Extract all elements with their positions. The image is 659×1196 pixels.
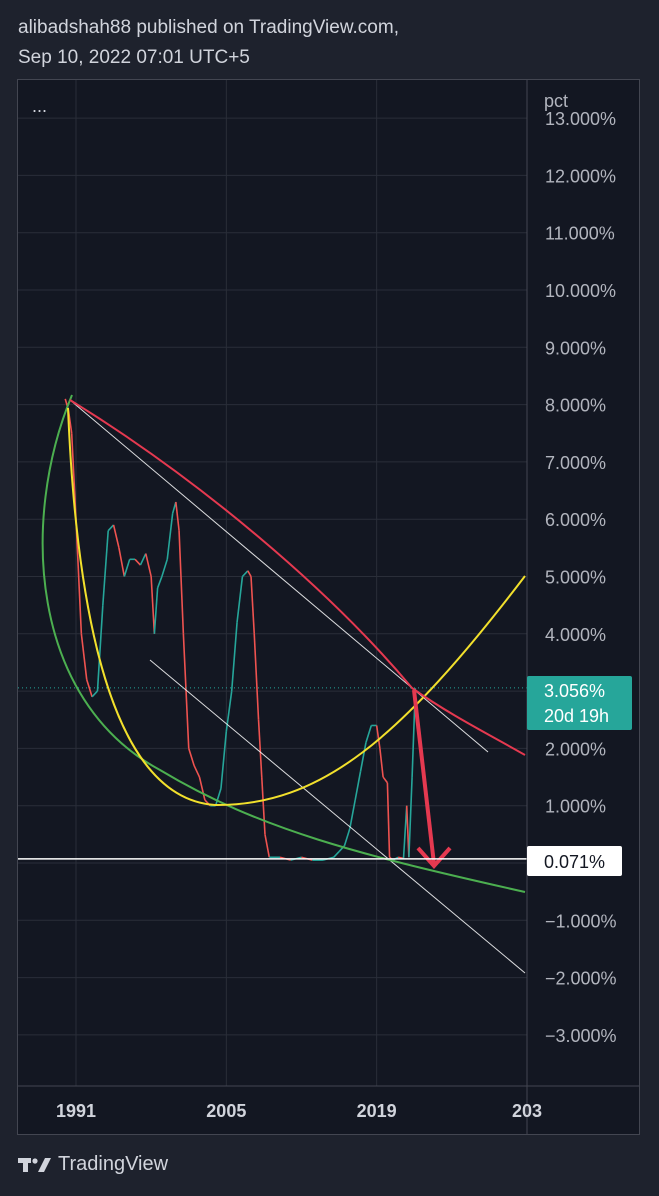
price-segment (80, 633, 88, 680)
price-tick-label: 1.000% (545, 797, 606, 817)
price-segment (230, 622, 238, 692)
price-segment (220, 731, 228, 789)
price-segment (145, 553, 152, 577)
price-unit-label: pct (544, 91, 568, 111)
price-segment (343, 828, 351, 847)
publisher-line: alibadshah88 published on TradingView.co… (18, 17, 399, 38)
time-tick-label: 1991 (56, 1101, 96, 1121)
price-tick-label: 7.000% (545, 453, 606, 473)
price-segment (365, 725, 373, 743)
price-segment (175, 501, 180, 531)
price-segment (236, 576, 244, 623)
price-segment (241, 570, 249, 578)
price-segment (402, 805, 408, 859)
price-segment (257, 719, 263, 778)
price-segment (153, 587, 159, 634)
white-trendline-lower (149, 659, 526, 974)
price-segment (134, 558, 142, 566)
time-axis: 1991 2005 2019 203 (56, 1101, 542, 1121)
price-tick-label: 2.000% (545, 739, 606, 759)
chart-frame[interactable] (17, 79, 640, 1135)
grid-lines (18, 80, 528, 1086)
price-tick-label: 10.000% (545, 281, 616, 301)
price-segment (193, 765, 201, 778)
price-axis: 13.000% 12.000% 11.000% 10.000% 9.000% 8.000%… (545, 109, 617, 1046)
last-value-badge: 3.056% 20d 19h (527, 676, 632, 730)
tradingview-logo-icon (18, 1157, 51, 1172)
publish-date: Sep 10, 2022 07:01 UTC+5 (18, 47, 250, 68)
price-tick-label: 12.000% (545, 166, 616, 186)
tradingview-brand[interactable]: TradingView (58, 1153, 169, 1175)
drawings (41, 394, 526, 974)
price-tick-label: −3.000% (545, 1026, 617, 1046)
time-tick-label: 203 (512, 1101, 542, 1121)
price-segment (91, 690, 99, 698)
price-segment (247, 570, 252, 577)
price-segment (349, 799, 356, 829)
hline-value-label: 0.071% (544, 852, 605, 872)
price-segment (250, 576, 256, 634)
red-resistance-curve (69, 399, 526, 756)
price-segment (96, 605, 104, 692)
price-segment (260, 777, 266, 835)
price-segment (156, 576, 163, 589)
time-tick-label: 2019 (357, 1101, 397, 1121)
price-segment (198, 776, 206, 801)
price-tick-label: 8.000% (545, 396, 606, 416)
price-segment (408, 777, 413, 858)
price-segment (107, 524, 115, 532)
price-segment (85, 679, 93, 698)
price-tick-label: 9.000% (545, 338, 606, 358)
price-segment (150, 576, 156, 634)
last-value-label: 3.056% (544, 681, 605, 701)
price-segment (264, 834, 271, 858)
countdown-label: 20d 19h (544, 706, 609, 726)
red-arrow-head (416, 846, 452, 870)
footer[interactable]: TradingView (18, 1153, 168, 1176)
price-segment (386, 782, 391, 858)
hline-badge: 0.071% (527, 846, 622, 876)
price-segment (112, 524, 120, 549)
price-tick-label: −2.000% (545, 969, 617, 989)
menu-dots[interactable]: ... (32, 96, 47, 116)
price-segment (354, 771, 362, 801)
price-segment (118, 547, 126, 577)
price-tick-label: 4.000% (545, 625, 606, 645)
price-segment (123, 559, 131, 577)
price-segment (161, 559, 169, 577)
price-segment (225, 690, 233, 732)
price-segment (333, 850, 340, 858)
price-tick-label: 5.000% (545, 568, 606, 588)
price-segment (379, 748, 384, 778)
price-segment (375, 725, 381, 749)
price-segment (166, 513, 174, 560)
price-segment (214, 788, 222, 806)
price-tick-label: 13.000% (545, 109, 616, 129)
price-segment (382, 776, 389, 784)
price-segment (102, 530, 110, 606)
price-tick-label: −1.000% (545, 911, 617, 931)
price-segment (178, 530, 185, 634)
price-segment (182, 633, 190, 749)
price-segment (359, 742, 367, 772)
time-tick-label: 2005 (206, 1101, 246, 1121)
price-segment (253, 633, 260, 720)
price-tick-label: 6.000% (545, 510, 606, 530)
price-series (64, 398, 417, 861)
green-arc (41, 394, 526, 893)
yellow-parabola (67, 407, 526, 807)
price-tick-label: 11.000% (545, 224, 615, 244)
price-segment (139, 553, 147, 566)
price-segment (187, 748, 195, 766)
red-arrow-shaft (412, 689, 436, 865)
